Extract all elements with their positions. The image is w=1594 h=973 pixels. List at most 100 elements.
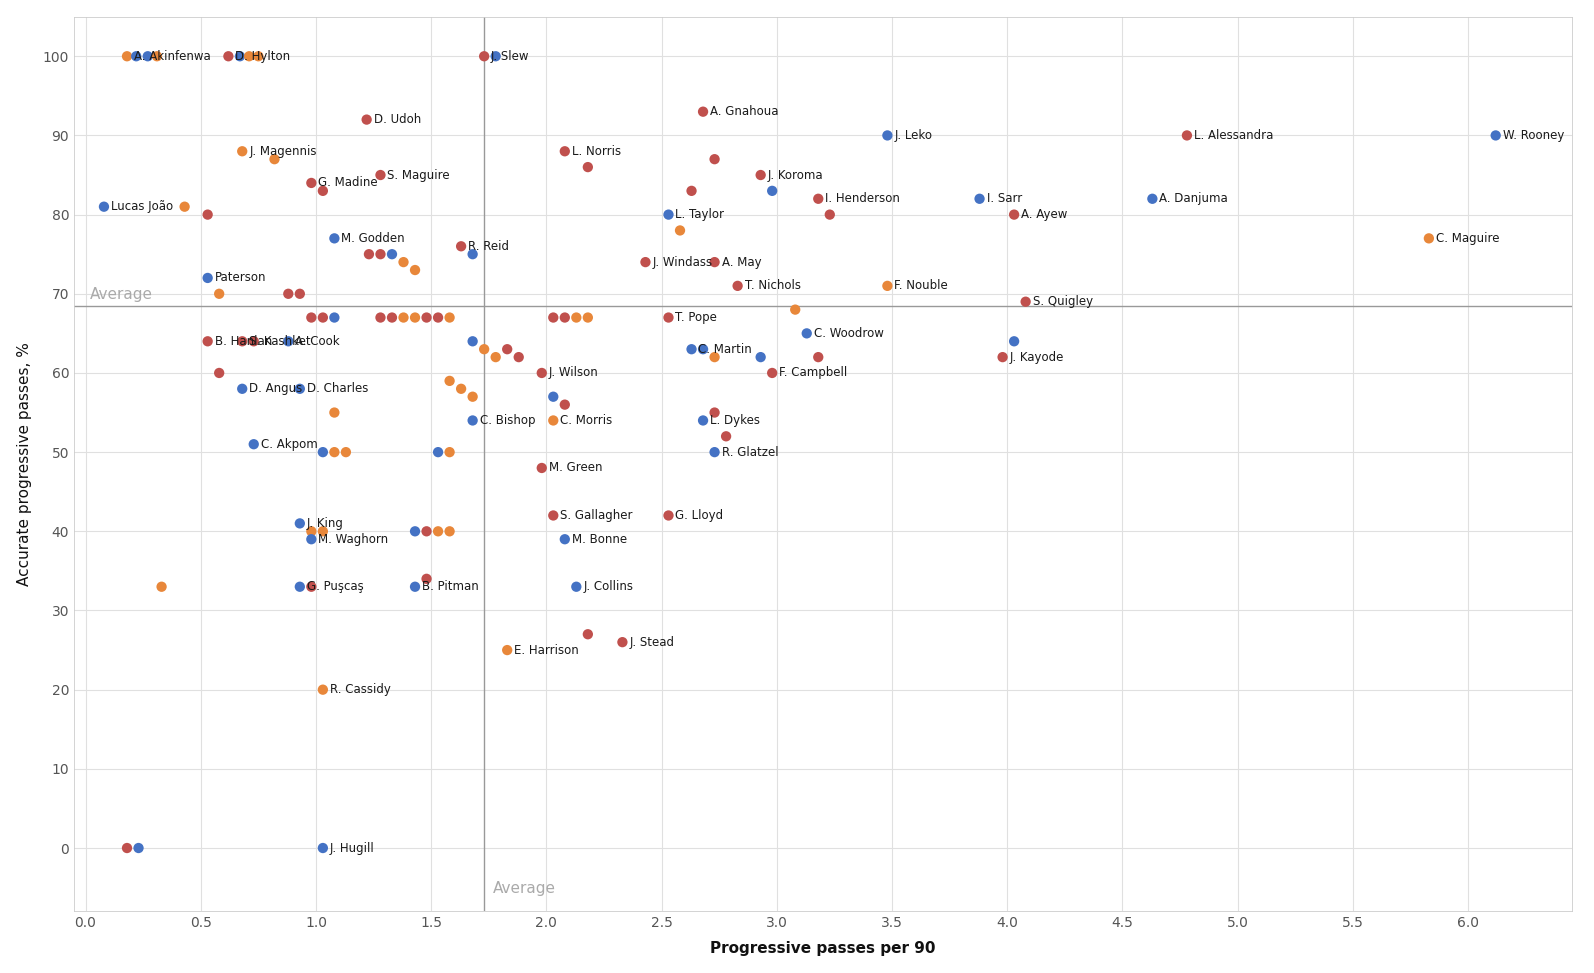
Point xyxy=(207,365,233,380)
Point xyxy=(402,309,427,325)
Point xyxy=(725,278,751,294)
Point xyxy=(655,508,681,523)
Point xyxy=(368,309,394,325)
Text: J. Hugill: J. Hugill xyxy=(330,842,375,854)
Point xyxy=(172,198,198,214)
Point xyxy=(414,523,440,539)
Text: M. Godden: M. Godden xyxy=(341,232,405,245)
Point xyxy=(230,381,255,397)
Point xyxy=(1001,207,1027,223)
Point xyxy=(115,49,140,64)
Text: T. Nichols: T. Nichols xyxy=(744,279,800,292)
Point xyxy=(1012,294,1038,309)
Point xyxy=(529,460,555,476)
Point xyxy=(126,841,151,856)
Text: S. Gallagher: S. Gallagher xyxy=(559,509,633,522)
Point xyxy=(311,523,336,539)
Point xyxy=(552,309,577,325)
Point xyxy=(230,143,255,159)
Point xyxy=(276,334,301,349)
Point xyxy=(540,413,566,428)
Point xyxy=(135,49,161,64)
Point xyxy=(368,167,394,183)
Point xyxy=(322,405,347,420)
Point xyxy=(194,334,220,349)
Text: C. Martin: C. Martin xyxy=(698,342,752,356)
Text: G. Lloyd: G. Lloyd xyxy=(676,509,724,522)
Text: D. Angus: D. Angus xyxy=(249,382,303,395)
Point xyxy=(552,397,577,413)
Point xyxy=(236,49,261,64)
Point xyxy=(437,373,462,388)
Point xyxy=(529,365,555,380)
Point xyxy=(679,342,705,357)
Point xyxy=(759,183,784,198)
Text: F. Campbell: F. Campbell xyxy=(779,367,848,379)
Text: M. Green: M. Green xyxy=(548,461,603,475)
Point xyxy=(207,286,233,302)
Point xyxy=(215,49,241,64)
Point xyxy=(748,167,773,183)
Text: D. Udoh: D. Udoh xyxy=(373,113,421,126)
Point xyxy=(402,579,427,595)
Point xyxy=(426,523,451,539)
Point xyxy=(123,49,148,64)
Point xyxy=(679,183,705,198)
Point xyxy=(701,254,727,270)
Point xyxy=(564,309,590,325)
Point xyxy=(298,309,324,325)
Text: R. Reid: R. Reid xyxy=(469,239,508,253)
Point xyxy=(461,246,486,262)
Text: W. Rooney: W. Rooney xyxy=(1503,129,1564,142)
Text: C. Morris: C. Morris xyxy=(559,414,612,427)
Point xyxy=(194,270,220,286)
Text: J. Stead: J. Stead xyxy=(630,635,674,649)
Point xyxy=(668,223,693,238)
Text: R. Cassidy: R. Cassidy xyxy=(330,683,391,696)
Text: S. Quigley: S. Quigley xyxy=(1033,295,1093,308)
Point xyxy=(1415,231,1441,246)
Point xyxy=(1140,191,1165,206)
Text: J. King: J. King xyxy=(306,517,344,530)
Point xyxy=(287,579,312,595)
Point xyxy=(494,342,520,357)
Point xyxy=(322,445,347,460)
Point xyxy=(575,160,601,175)
Point xyxy=(91,198,116,214)
Text: C. Akpom: C. Akpom xyxy=(261,438,317,450)
Point xyxy=(461,334,486,349)
Text: Paterson: Paterson xyxy=(215,271,266,284)
Point xyxy=(311,183,336,198)
Point xyxy=(794,326,819,342)
Text: G. Puşcaş: G. Puşcaş xyxy=(306,580,363,594)
Text: L. Dykes: L. Dykes xyxy=(709,414,760,427)
Text: T. Pope: T. Pope xyxy=(676,311,717,324)
Point xyxy=(609,634,634,650)
Point xyxy=(414,571,440,587)
Point xyxy=(575,309,601,325)
Text: J. Koroma: J. Koroma xyxy=(768,168,823,182)
Text: R. Glatzel: R. Glatzel xyxy=(722,446,778,458)
Point xyxy=(448,381,473,397)
Point xyxy=(228,49,253,64)
Point xyxy=(379,309,405,325)
Point xyxy=(690,104,716,120)
Point xyxy=(391,309,416,325)
Point xyxy=(287,381,312,397)
Point xyxy=(115,841,140,856)
Point xyxy=(448,238,473,254)
Text: B. Pitman: B. Pitman xyxy=(422,580,478,594)
Point xyxy=(241,334,266,349)
Point xyxy=(143,49,169,64)
Point xyxy=(805,191,830,206)
Point xyxy=(298,175,324,191)
Point xyxy=(437,445,462,460)
Point xyxy=(426,445,451,460)
Point xyxy=(298,523,324,539)
Text: C. Bishop: C. Bishop xyxy=(480,414,536,427)
Text: A. Gnahoua: A. Gnahoua xyxy=(709,105,778,118)
Text: M. Waghorn: M. Waghorn xyxy=(319,533,389,546)
Point xyxy=(701,405,727,420)
Text: Average: Average xyxy=(91,287,153,302)
Point xyxy=(311,841,336,856)
